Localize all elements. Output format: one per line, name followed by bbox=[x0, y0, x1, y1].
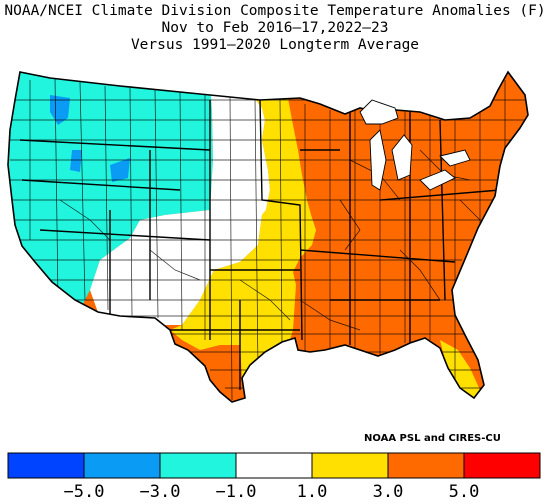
legend-swatch-5 bbox=[311, 452, 389, 479]
legend-tick-4: 1.0 bbox=[296, 482, 328, 502]
legend-swatch-7 bbox=[463, 452, 541, 479]
title-line-2: Nov to Feb 2016–17,2022–23 bbox=[161, 20, 389, 36]
legend-tick-5: 3.0 bbox=[372, 482, 404, 502]
legend-tick-2: −3.0 bbox=[139, 482, 181, 502]
color-legend bbox=[7, 452, 541, 479]
legend-swatch-3 bbox=[159, 452, 237, 479]
data-credit: NOAA PSL and CIRES-CU bbox=[364, 433, 501, 444]
title-line-3: Versus 1991–2020 Longterm Average bbox=[130, 37, 420, 53]
legend-swatch-6 bbox=[387, 452, 465, 479]
legend-tick-6: 5.0 bbox=[448, 482, 480, 502]
legend-swatch-1 bbox=[7, 452, 85, 479]
legend-swatch-2 bbox=[83, 452, 161, 479]
legend-tick-3: −1.0 bbox=[215, 482, 257, 502]
legend-swatch-4 bbox=[235, 452, 313, 479]
title-line-1: NOAA/NCEI Climate Division Composite Tem… bbox=[4, 3, 546, 19]
us-climate-division-map bbox=[7, 70, 529, 403]
legend-tick-1: −5.0 bbox=[63, 482, 105, 502]
